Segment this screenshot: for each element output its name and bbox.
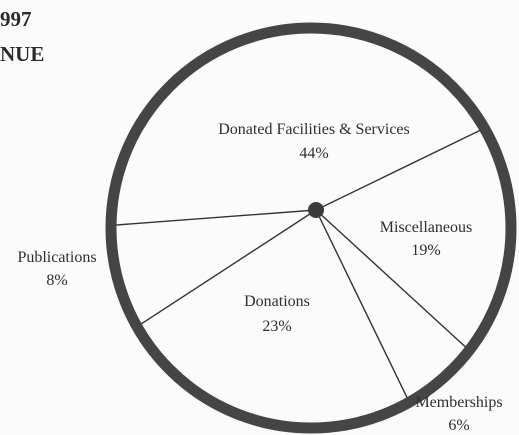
slice-percent-donations: 23%	[262, 318, 291, 335]
slice-percent-donated-facilities: 44%	[299, 145, 328, 162]
divider-memberships-misc	[315, 209, 470, 351]
slice-percent-memberships: 6%	[448, 417, 469, 434]
slice-percent-publications: 8%	[46, 272, 67, 289]
pie-center-hub	[308, 202, 324, 218]
slice-label-memberships: Memberships	[415, 394, 502, 411]
slice-label-miscellaneous: Miscellaneous	[380, 219, 472, 236]
chart-title-line-2: NUE	[0, 42, 45, 66]
divider-misc-donated	[315, 127, 485, 211]
slice-label-donations: Donations	[244, 293, 310, 310]
pie-outer-ring	[105, 22, 517, 434]
divider-donated-publications	[110, 209, 317, 227]
slice-label-publications: Publications	[17, 249, 96, 266]
divider-donations-memberships	[315, 209, 410, 403]
slice-percent-miscellaneous: 19%	[411, 242, 440, 259]
slice-label-donated-facilities: Donated Facilities & Services	[218, 121, 410, 138]
divider-publications-donations	[136, 209, 317, 328]
chart-title-line-1: 997	[0, 7, 32, 31]
